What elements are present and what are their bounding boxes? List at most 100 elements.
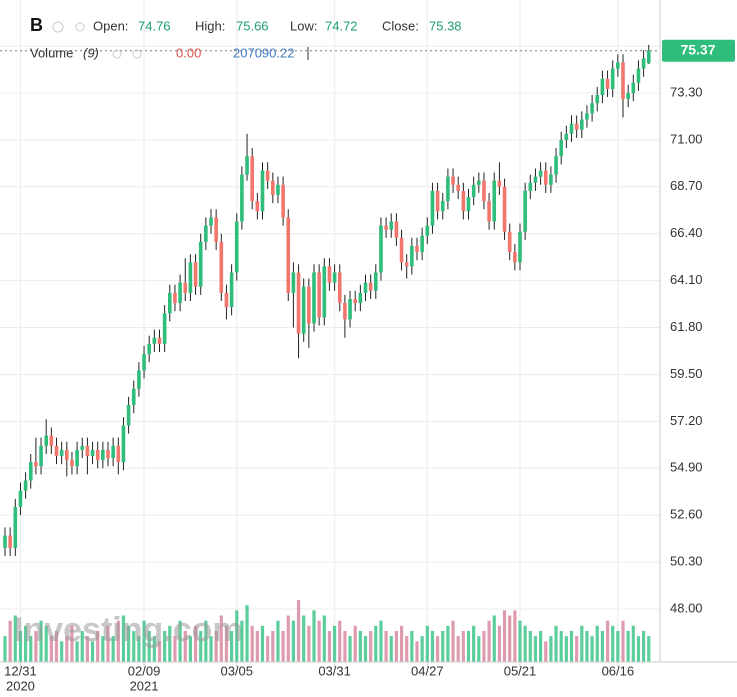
legend-header: B Open: 74.76 High: 75.66 Low: 74.72 Clo… <box>30 15 462 61</box>
volume-bar <box>456 636 460 662</box>
volume-bar <box>369 631 373 662</box>
volume-bar <box>240 620 244 662</box>
volume-bar <box>214 631 218 662</box>
volume-bar <box>178 620 182 662</box>
candle-body <box>549 174 553 185</box>
eye-icon[interactable] <box>52 21 64 33</box>
volume-bar <box>34 631 38 662</box>
candle-body <box>34 462 38 467</box>
candle-body <box>641 58 646 69</box>
volume-bar <box>49 636 53 662</box>
year-label: 2020 <box>6 678 35 693</box>
volume-bar <box>461 631 465 662</box>
volume-bar <box>224 625 229 662</box>
candle-body <box>137 370 141 389</box>
volume-bar <box>472 625 476 662</box>
candle-body <box>317 272 321 318</box>
volume-bar <box>29 636 33 662</box>
candle-body <box>327 266 332 283</box>
volume-bar <box>647 636 651 662</box>
low-label: Low: <box>290 18 317 33</box>
open-label: Open: <box>93 18 128 33</box>
candle-body <box>240 174 244 222</box>
volume-bar <box>327 631 332 662</box>
candle-body <box>456 184 460 191</box>
volume-bar <box>626 631 630 662</box>
volume-bar <box>569 631 574 662</box>
x-tick-label: 06/16 <box>602 663 635 678</box>
candle-body <box>193 262 198 287</box>
candle-body <box>281 184 285 218</box>
volume-bar <box>199 631 203 662</box>
x-tick-label: 03/05 <box>220 663 253 678</box>
volume-bar <box>168 625 172 662</box>
volume-bar <box>322 615 326 662</box>
volume-bar <box>389 636 393 662</box>
y-tick-label: 59.50 <box>670 366 703 381</box>
candle-body <box>440 201 445 212</box>
y-tick-label: 71.00 <box>670 131 703 146</box>
volume-bar <box>219 615 223 662</box>
volume-bar <box>436 636 440 662</box>
volume-bar <box>343 631 347 662</box>
volume-period: (9) <box>83 45 99 60</box>
year-label: 2021 <box>130 678 159 693</box>
eye-icon[interactable] <box>112 49 122 59</box>
volume-bar <box>111 636 115 662</box>
volume-bar <box>430 631 435 662</box>
candle-body <box>265 170 270 181</box>
candle-body <box>626 92 630 100</box>
volume-bar <box>559 631 563 662</box>
candle-body <box>559 139 563 157</box>
volume-bar <box>255 631 259 662</box>
candle-body <box>111 445 115 459</box>
volume-bar <box>8 620 12 662</box>
volume-value-2: 207090.22 <box>233 45 294 60</box>
candle-body <box>482 180 486 202</box>
x-tick-label: 04/27 <box>411 663 444 678</box>
candle-body <box>466 197 471 212</box>
volume-bar <box>24 625 28 662</box>
candle-body <box>384 225 388 230</box>
volume-bar <box>193 625 198 662</box>
candle-body <box>13 507 18 548</box>
volume-bar <box>384 631 388 662</box>
candle-body <box>188 262 193 293</box>
volume-value-1: 0.00 <box>176 45 201 60</box>
candle-body <box>44 435 48 446</box>
volume-bar <box>101 636 105 662</box>
candle-body <box>538 170 543 177</box>
candle-body <box>600 78 605 96</box>
candle-body <box>183 282 188 293</box>
y-tick-label: 54.90 <box>670 460 703 475</box>
volume-bar <box>528 631 532 662</box>
volume-bar <box>70 625 74 662</box>
volume-bar <box>585 631 589 662</box>
candle-body <box>425 225 430 236</box>
volume-bar <box>508 615 512 662</box>
candle-body <box>430 190 435 226</box>
volume-bar <box>580 625 584 662</box>
candle-body <box>590 103 594 114</box>
candle-body <box>75 449 79 467</box>
x-tick-label: 02/09 <box>128 663 161 678</box>
y-tick-label: 50.30 <box>670 554 703 569</box>
settings-icon[interactable] <box>132 49 142 59</box>
volume-bar <box>477 636 481 662</box>
last-price-label: 75.37 <box>680 41 715 57</box>
volume-bar <box>142 620 146 662</box>
volume-bar <box>54 631 59 662</box>
settings-icon[interactable] <box>75 22 85 32</box>
volume-bar <box>18 631 23 662</box>
candle-body <box>286 217 291 293</box>
candle-body <box>85 445 90 457</box>
volume-bar <box>549 636 553 662</box>
candle-body <box>332 272 337 283</box>
volume-bar <box>441 631 445 662</box>
candle-body <box>301 286 306 334</box>
volume-bar <box>466 631 471 662</box>
candle-body <box>451 176 455 185</box>
volume-bar <box>250 625 254 662</box>
candle-body <box>23 480 28 491</box>
volume-bar <box>575 636 579 662</box>
